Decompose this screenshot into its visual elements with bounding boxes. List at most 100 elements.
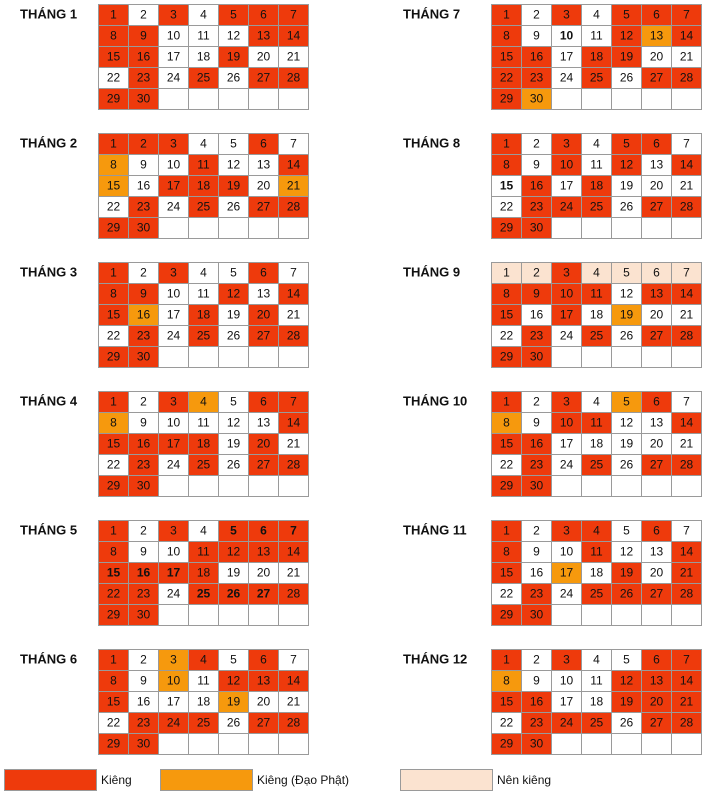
day-number: 10 bbox=[560, 29, 574, 43]
day-number: 5 bbox=[623, 653, 630, 667]
day-number: 9 bbox=[140, 287, 147, 301]
day-number: 26 bbox=[227, 329, 241, 343]
month-label: THÁNG 4 bbox=[20, 393, 78, 408]
day-number: 13 bbox=[650, 158, 664, 172]
day-cell bbox=[551, 88, 582, 110]
day-number: 17 bbox=[560, 437, 574, 451]
day-number: 5 bbox=[623, 137, 630, 151]
day-number: 11 bbox=[197, 29, 210, 43]
day-number: 26 bbox=[620, 200, 634, 214]
day-number: 29 bbox=[500, 737, 514, 751]
day-number: 1 bbox=[110, 395, 117, 409]
day-number: 3 bbox=[563, 266, 570, 280]
day-number: 19 bbox=[620, 308, 634, 322]
day-number: 5 bbox=[623, 8, 630, 22]
day-cell bbox=[218, 475, 249, 497]
legend-label: Kiêng (Đạo Phật) bbox=[257, 773, 349, 787]
day-cell bbox=[248, 475, 279, 497]
day-number: 3 bbox=[563, 137, 570, 151]
day-number: 28 bbox=[680, 716, 694, 730]
day-number: 29 bbox=[107, 737, 121, 751]
day-number: 22 bbox=[500, 200, 514, 214]
day-number: 14 bbox=[680, 287, 694, 301]
day-number: 1 bbox=[110, 266, 117, 280]
day-number: 10 bbox=[560, 287, 574, 301]
day-number: 14 bbox=[287, 545, 301, 559]
day-number: 26 bbox=[620, 716, 634, 730]
day-cell bbox=[581, 346, 612, 368]
day-number: 11 bbox=[590, 158, 603, 172]
day-number: 24 bbox=[167, 329, 181, 343]
day-number: 23 bbox=[137, 458, 151, 472]
day-number: 12 bbox=[620, 287, 634, 301]
day-number: 29 bbox=[500, 479, 514, 493]
day-number: 22 bbox=[500, 716, 514, 730]
legend-swatch bbox=[4, 769, 97, 791]
day-number: 15 bbox=[500, 566, 514, 580]
day-cell bbox=[158, 604, 189, 626]
day-number: 29 bbox=[500, 608, 514, 622]
day-number: 15 bbox=[107, 179, 121, 193]
day-cell bbox=[218, 733, 249, 755]
day-number: 9 bbox=[533, 674, 540, 688]
day-number: 12 bbox=[620, 545, 634, 559]
day-number: 28 bbox=[287, 587, 301, 601]
day-number: 28 bbox=[680, 200, 694, 214]
day-cell bbox=[611, 88, 642, 110]
day-cell bbox=[641, 217, 672, 239]
day-number: 23 bbox=[530, 587, 544, 601]
day-number: 27 bbox=[257, 200, 271, 214]
day-number: 28 bbox=[287, 329, 301, 343]
day-number: 2 bbox=[140, 524, 147, 538]
day-number: 9 bbox=[533, 287, 540, 301]
day-number: 12 bbox=[227, 416, 241, 430]
day-number: 21 bbox=[287, 308, 301, 322]
day-number: 10 bbox=[560, 158, 574, 172]
day-number: 18 bbox=[590, 179, 604, 193]
day-number: 20 bbox=[650, 50, 664, 64]
day-number: 20 bbox=[650, 437, 664, 451]
day-number: 27 bbox=[257, 587, 271, 601]
day-number: 11 bbox=[590, 674, 603, 688]
day-number: 7 bbox=[683, 653, 690, 667]
day-number: 6 bbox=[260, 137, 267, 151]
day-number: 19 bbox=[620, 695, 634, 709]
day-number: 17 bbox=[167, 566, 181, 580]
day-cell bbox=[278, 88, 309, 110]
day-cell bbox=[611, 217, 642, 239]
day-number: 30 bbox=[530, 608, 544, 622]
day-number: 18 bbox=[590, 437, 604, 451]
day-number: 8 bbox=[110, 416, 117, 430]
month-label: THÁNG 5 bbox=[20, 522, 77, 537]
day-number: 2 bbox=[140, 266, 147, 280]
day-number: 21 bbox=[680, 695, 694, 709]
day-number: 22 bbox=[500, 329, 514, 343]
day-number: 25 bbox=[197, 716, 211, 730]
day-number: 8 bbox=[110, 287, 117, 301]
day-number: 24 bbox=[560, 716, 574, 730]
day-number: 8 bbox=[503, 287, 510, 301]
day-cell bbox=[248, 604, 279, 626]
day-cell bbox=[218, 88, 249, 110]
day-number: 4 bbox=[200, 8, 207, 22]
day-number: 6 bbox=[260, 395, 267, 409]
legend-label: Kiêng bbox=[101, 773, 132, 787]
day-number: 12 bbox=[620, 158, 634, 172]
day-number: 25 bbox=[590, 71, 604, 85]
day-number: 2 bbox=[140, 653, 147, 667]
day-number: 10 bbox=[167, 674, 181, 688]
day-number: 19 bbox=[620, 437, 634, 451]
day-cell bbox=[278, 475, 309, 497]
day-number: 15 bbox=[107, 437, 121, 451]
day-number: 6 bbox=[260, 8, 267, 22]
day-number: 28 bbox=[680, 458, 694, 472]
day-cell bbox=[671, 604, 702, 626]
day-number: 25 bbox=[197, 200, 211, 214]
day-number: 20 bbox=[257, 566, 271, 580]
day-number: 12 bbox=[620, 674, 634, 688]
day-number: 3 bbox=[563, 524, 570, 538]
day-number: 30 bbox=[137, 92, 151, 106]
day-number: 11 bbox=[590, 287, 603, 301]
day-number: 19 bbox=[227, 179, 241, 193]
day-number: 15 bbox=[500, 50, 514, 64]
